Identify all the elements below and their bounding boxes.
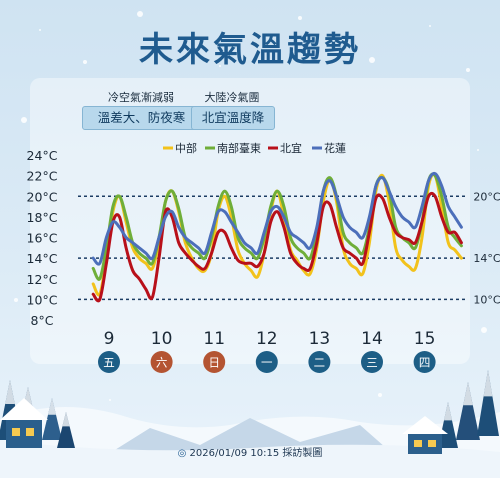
tree-left-4-snow <box>62 412 70 427</box>
snowflake <box>109 399 111 401</box>
cabin-left-window-2 <box>26 428 34 436</box>
y-tick-label: 22°C <box>27 169 58 184</box>
snowflake <box>298 16 302 20</box>
y-tick-label: 8°C <box>31 313 54 328</box>
note-weakening-label: 冷空氣漸減弱 <box>108 91 174 104</box>
legend-label: 中部 <box>175 141 197 155</box>
snowflake <box>83 60 87 64</box>
weekday-badge <box>203 351 226 373</box>
snowflake <box>219 65 221 67</box>
ref-line-label: 14°C <box>473 252 500 265</box>
x-tick-label: 12 <box>256 329 278 349</box>
tree-right-1-snow <box>444 402 452 421</box>
snowflake <box>429 25 431 27</box>
snowflake <box>369 57 375 63</box>
cabin-right-window <box>414 440 422 447</box>
legend-label: 南部臺東 <box>217 141 261 155</box>
weekday-badge <box>361 351 383 373</box>
tree-right-3-snow <box>483 370 493 397</box>
note-cold-air-label: 大陸冷氣團 <box>204 91 260 104</box>
tree-left-3-snow <box>48 398 56 415</box>
tree-right-2-snow <box>463 382 473 406</box>
weekday-label: 四 <box>419 356 431 370</box>
snowflake <box>14 298 18 302</box>
weekday-badge <box>413 351 436 373</box>
weekday-badge <box>150 351 173 373</box>
weekday-label: 一 <box>261 356 273 370</box>
y-tick-label: 20°C <box>27 189 58 204</box>
weekday-label: 六 <box>156 356 168 370</box>
y-tick-label: 14°C <box>27 251 58 266</box>
y-tick-label: 10°C <box>27 292 58 307</box>
weekday-label: 二 <box>314 356 326 370</box>
footer-text: 2026/01/09 10:15 採訪製圖 <box>189 448 323 459</box>
cabin-right-roof <box>402 416 448 434</box>
weekday-badge <box>98 351 120 373</box>
snowflake <box>378 393 382 397</box>
tree-left-3 <box>42 398 62 440</box>
weekday-label: 五 <box>103 356 115 370</box>
y-tick-label: 24°C <box>27 148 58 163</box>
note-cold-air-tag: 北宜溫度降 <box>191 106 275 130</box>
weekday-label: 日 <box>208 356 220 370</box>
legend-label: 北宜 <box>280 141 302 155</box>
y-tick-label: 18°C <box>27 210 58 225</box>
tree-right-3 <box>477 370 499 436</box>
snowflake <box>477 149 479 151</box>
x-tick-label: 13 <box>309 329 331 349</box>
y-tick-label: 16°C <box>27 231 58 246</box>
y-tick-label: 12°C <box>27 272 58 287</box>
snowflake <box>137 11 143 17</box>
tree-left-1-snow <box>5 380 15 404</box>
snowflake <box>466 68 470 72</box>
snow-bank <box>0 440 500 478</box>
cabin-left-window <box>12 428 20 436</box>
snowflake <box>481 327 487 333</box>
tree-right-1 <box>438 402 458 448</box>
weekday-badge <box>308 351 331 373</box>
x-tick-label: 11 <box>203 329 225 349</box>
x-tick-label: 14 <box>361 329 383 349</box>
note-weakening-tag: 溫差大、防夜寒 <box>82 106 201 130</box>
ref-line-label: 20°C <box>473 190 500 203</box>
series-line-花蓮 <box>91 171 463 266</box>
page-title: 未來氣溫趨勢 <box>139 30 361 70</box>
tree-left-4 <box>57 412 75 448</box>
x-tick-label: 15 <box>414 329 436 349</box>
x-tick-label: 10 <box>151 329 173 349</box>
snowflake <box>21 117 27 123</box>
series-line-北宜 <box>91 191 463 303</box>
footer: ◎ 2026/01/09 10:15 採訪製圖 <box>0 444 500 459</box>
x-tick-label: 9 <box>104 329 115 349</box>
cabin-right-window-2 <box>428 440 436 447</box>
weekday-badge <box>255 351 278 373</box>
weekday-label: 三 <box>366 356 378 370</box>
snowflake <box>39 29 41 31</box>
legend-label: 花蓮 <box>324 141 346 155</box>
ref-line-label: 10°C <box>473 293 500 306</box>
logo-icon: ◎ <box>177 448 187 459</box>
cabin-right <box>408 432 442 454</box>
tree-right-2 <box>456 382 480 440</box>
cabin-left-roof <box>0 398 48 420</box>
